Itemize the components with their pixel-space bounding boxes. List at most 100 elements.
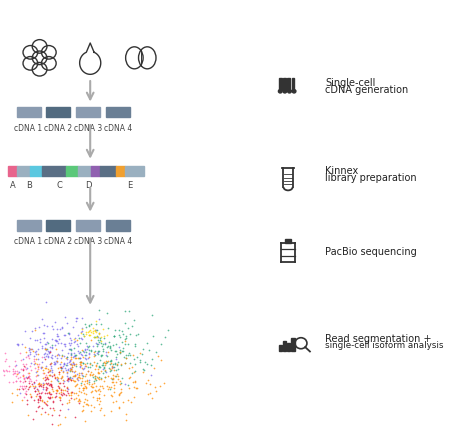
Point (67, 392, 74, 399)
Point (36, 394, 44, 401)
Point (33, 391, 41, 398)
Point (24, 412, 32, 419)
Point (85, 353, 92, 360)
Point (18, 382, 25, 389)
Point (54, 383, 62, 390)
Point (32, 350, 39, 357)
Point (78, 347, 85, 353)
Point (136, 357, 143, 364)
Point (34, 399, 41, 405)
Point (96, 398, 104, 405)
Point (101, 362, 109, 369)
Point (97, 320, 104, 327)
Point (26, 377, 33, 384)
Point (156, 383, 164, 390)
Point (67, 355, 74, 362)
Point (77, 358, 84, 365)
Point (119, 398, 127, 405)
Point (45, 349, 53, 356)
Point (99, 348, 107, 355)
Point (39, 375, 47, 381)
Point (25, 354, 32, 361)
Point (46, 372, 53, 379)
Point (64, 406, 72, 413)
Point (96, 334, 103, 341)
Point (40, 369, 48, 376)
Point (152, 388, 160, 395)
Point (67, 353, 74, 360)
Point (125, 349, 132, 356)
Point (36, 393, 43, 399)
Point (132, 331, 140, 338)
Point (95, 400, 102, 407)
Point (60, 391, 67, 398)
Point (94, 347, 101, 354)
Text: cDNA 1: cDNA 1 (15, 237, 43, 246)
Point (104, 343, 112, 350)
Point (51, 341, 59, 348)
Bar (287, 343, 291, 351)
Bar (46, 107, 71, 117)
Point (122, 335, 130, 342)
Point (24, 386, 32, 393)
Point (42, 365, 50, 372)
Point (130, 317, 137, 323)
Circle shape (288, 90, 292, 93)
Point (129, 351, 137, 358)
Point (151, 384, 159, 390)
Bar (285, 239, 291, 243)
Point (95, 394, 102, 401)
Point (104, 309, 111, 316)
Point (47, 382, 55, 389)
Point (65, 399, 73, 405)
Point (67, 377, 75, 384)
Point (68, 389, 76, 396)
Point (31, 325, 39, 332)
Point (95, 331, 103, 338)
Point (64, 378, 72, 385)
Text: cDNA 2: cDNA 2 (45, 124, 73, 133)
Point (75, 397, 83, 404)
Point (57, 355, 64, 362)
Point (51, 319, 59, 326)
Point (88, 388, 95, 395)
Point (101, 360, 109, 367)
Point (121, 341, 129, 347)
Point (22, 364, 29, 371)
Point (51, 394, 59, 401)
Point (97, 333, 104, 340)
Point (35, 396, 42, 403)
Point (60, 360, 68, 366)
Point (108, 408, 115, 414)
Point (55, 351, 63, 358)
Point (67, 347, 74, 353)
Point (28, 346, 36, 353)
Point (147, 371, 155, 378)
Point (64, 353, 71, 360)
Point (26, 350, 34, 357)
Point (73, 341, 81, 347)
Point (77, 380, 84, 387)
Point (79, 347, 87, 354)
Point (90, 383, 97, 390)
Point (89, 342, 97, 349)
Point (85, 343, 93, 350)
Point (48, 323, 55, 330)
Point (15, 386, 23, 393)
Point (110, 332, 118, 339)
Point (49, 421, 56, 428)
Point (46, 372, 54, 379)
Point (85, 349, 93, 356)
Point (127, 374, 134, 381)
Point (66, 365, 74, 372)
Point (64, 366, 72, 373)
Point (27, 378, 35, 385)
Point (122, 352, 130, 359)
Point (86, 371, 94, 378)
Point (87, 348, 95, 355)
Point (89, 371, 97, 378)
Point (58, 400, 66, 407)
Text: cDNA generation: cDNA generation (325, 85, 408, 94)
Point (19, 372, 27, 378)
Bar (17, 221, 40, 231)
